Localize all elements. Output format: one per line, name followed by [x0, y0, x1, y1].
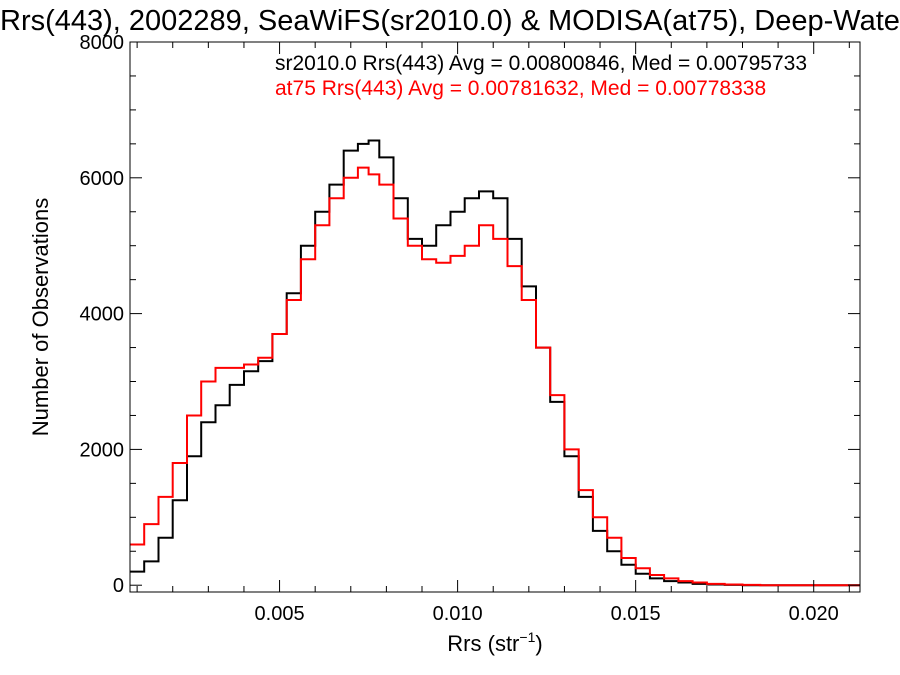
- y-tick-label: 2000: [80, 439, 125, 461]
- y-tick-label: 4000: [80, 304, 125, 326]
- x-tick-label: 0.015: [611, 603, 661, 625]
- x-tick-label: 0.010: [433, 603, 483, 625]
- x-tick-label: 0.005: [255, 603, 305, 625]
- plot-frame: [129, 41, 861, 593]
- series-annotation-1: sr2010.0 Rrs(443) Avg = 0.00800846, Med …: [275, 52, 807, 75]
- chart-title: Rrs(443), 2002289, SeaWiFS(sr2010.0) & M…: [0, 5, 900, 37]
- x-tick-label: 0.020: [789, 603, 839, 625]
- y-tick-label: 8000: [80, 32, 125, 54]
- x-axis-label: Rrs (str−1): [447, 629, 542, 656]
- series-line-sr2010-0: [130, 139, 860, 587]
- series-layer: [130, 139, 860, 587]
- y-tick-label: 6000: [80, 168, 125, 190]
- axes-layer: 0.005 0.010 0.015 0.020 0 2000 4000 6000 8000: [80, 32, 861, 625]
- annotation-layer: sr2010.0 Rrs(443) Avg = 0.00800846, Med …: [275, 52, 807, 100]
- y-axis-label: Number of Observations: [28, 198, 53, 436]
- series-annotation-2: at75 Rrs(443) Avg = 0.00781632, Med = 0.…: [275, 77, 766, 100]
- y-tick-label: 0: [113, 575, 124, 597]
- series-line-at75: [130, 166, 860, 587]
